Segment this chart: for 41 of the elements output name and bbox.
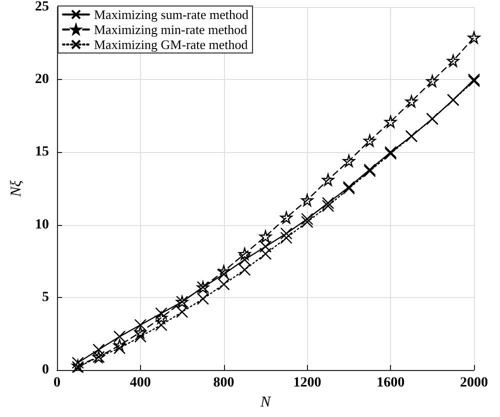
point [92,344,105,356]
point [468,31,480,44]
legend-label: Maximizing min-rate method [94,22,248,37]
point [364,134,376,147]
point [280,211,292,224]
point [405,95,418,108]
point [134,326,146,338]
point [322,196,334,210]
y-tick-label: 5 [42,290,49,305]
y-tick-label: 0 [42,362,49,378]
y-axis-title: Nξ [8,180,25,198]
x-axis-title: N [259,394,272,410]
point [280,232,292,244]
point [384,116,397,128]
x-tick-label: 800 [213,376,234,390]
point [342,154,355,168]
point [238,248,251,260]
x-tick-label: 400 [130,376,151,390]
point [322,174,334,186]
legend-label: Maximizing GM-rate method [94,37,248,52]
x-tick-label: 1200 [293,376,322,390]
y-tick-label: 15 [35,144,49,160]
point [155,312,168,324]
legend-label: Maximizing sum-rate method [94,7,250,22]
x-tick-label: 1600 [376,376,405,390]
point [301,194,314,206]
x-tick-label: 0 [54,376,60,390]
y-tick-label: 25 [35,0,49,14]
point [280,227,292,240]
x-tick-label: 2000 [460,376,488,390]
point [447,54,460,67]
point [322,200,334,212]
point [113,339,126,352]
point [259,240,272,253]
point [301,216,314,228]
y-tick-label: 20 [35,72,49,88]
y-tick-label: 10 [35,217,49,232]
point [259,248,272,260]
point [259,230,272,243]
point [426,74,438,88]
point [218,265,230,278]
